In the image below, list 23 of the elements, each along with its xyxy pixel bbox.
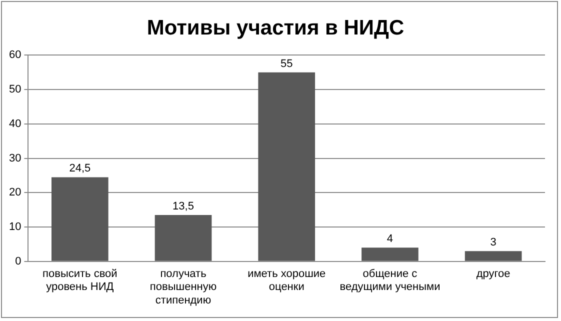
- x-tick-label: иметь хорошие оценки: [248, 268, 326, 294]
- x-tick-label: другое: [476, 268, 510, 280]
- x-tick-label: повысить свой уровень НИД: [42, 268, 118, 294]
- bar: [258, 72, 316, 261]
- data-label: 55: [280, 58, 293, 70]
- bar: [51, 177, 108, 261]
- data-label: 24,5: [69, 162, 91, 175]
- bar: [464, 251, 522, 261]
- y-tick-label: 40: [8, 118, 22, 130]
- data-label: 13,5: [172, 200, 194, 213]
- chart-title: Мотивы участия в НИДС: [146, 16, 404, 40]
- data-label: 3: [490, 236, 496, 249]
- y-tick-label: 0: [15, 255, 22, 268]
- x-tick-label: получать повышенную стипендию: [150, 268, 217, 306]
- bar: [154, 215, 212, 261]
- y-tick-label: 10: [8, 221, 22, 234]
- y-tick-label: 50: [8, 84, 22, 96]
- y-tick-label: 60: [8, 49, 22, 62]
- data-label: 4: [386, 233, 394, 246]
- y-tick-label: 30: [8, 152, 22, 164]
- bar: [362, 248, 418, 261]
- y-tick-label: 20: [8, 186, 22, 199]
- x-tick-label: общение с ведущими учеными: [340, 268, 440, 294]
